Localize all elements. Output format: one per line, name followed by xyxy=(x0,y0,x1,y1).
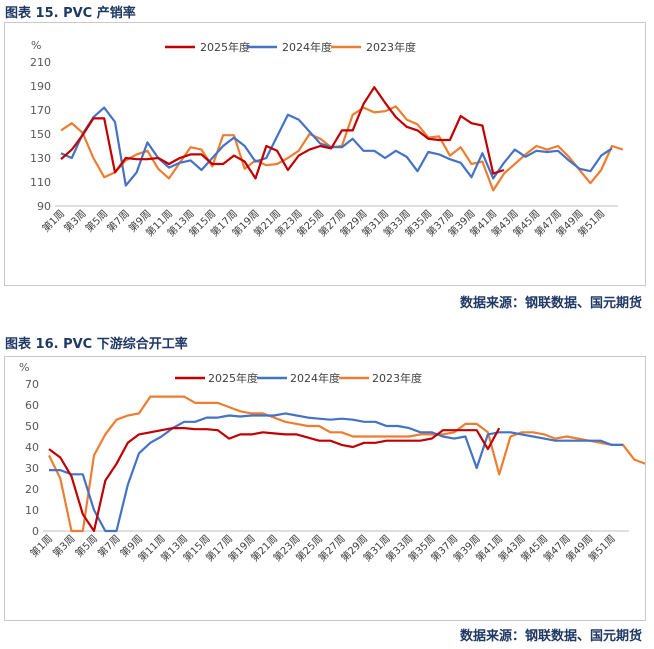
figure-title: 图表 15. PVC 产销率 xyxy=(5,6,136,21)
unit-label: % xyxy=(31,39,41,52)
y-tick-label: 150 xyxy=(30,128,51,141)
y-tick-label: 70 xyxy=(25,378,39,391)
source-note: 数据来源：钢联数据、国元期货 xyxy=(459,629,642,644)
y-tick-label: 30 xyxy=(25,462,39,475)
production-sales-ratio-chart: %90110130150170190210第1周第3周第5周第7周第9周第11周… xyxy=(30,39,624,239)
y-tick-label: 190 xyxy=(30,80,51,93)
y-tick-label: 90 xyxy=(37,200,51,213)
y-tick-label: 130 xyxy=(30,152,51,165)
chart-panel: % 0 10 20 30 40 50 60 70 第1周 第3周 第5周 第7周 第9周 第11周 第13周第… xyxy=(4,356,646,621)
y-tick-label: 20 xyxy=(25,483,39,496)
legend-label: 2023年度 xyxy=(372,371,422,385)
legend-label: 2024年度 xyxy=(282,40,332,54)
series-line xyxy=(48,426,501,533)
x-tick-label: 第5周 xyxy=(82,207,110,235)
series-line xyxy=(60,106,613,187)
legend-label: 2024年度 xyxy=(290,371,340,385)
legend-label: 2023年度 xyxy=(366,40,416,54)
y-tick-label: 170 xyxy=(30,104,51,117)
series-line xyxy=(60,86,505,180)
y-tick-label: 60 xyxy=(25,399,39,412)
chart-panel: % 90 110 130 150 170 190 210 第1周 第3周 第5周 第7周 第9周 第11周… xyxy=(4,22,646,286)
x-tick-label: 第7周 xyxy=(104,207,132,235)
source-note: 数据来源：钢联数据、国元期货 xyxy=(459,296,642,311)
x-tick-label: 第7周 xyxy=(95,532,123,560)
x-tick-label: 第3周 xyxy=(50,532,78,560)
x-tick-label: 第3周 xyxy=(61,207,89,235)
unit-label: % xyxy=(19,361,29,374)
downstream-operating-rate-chart: %010203040506070第1周第3周第5周第7周第9周第11周第13周第… xyxy=(19,361,646,564)
y-tick-label: 110 xyxy=(30,176,51,189)
figure-title: 图表 16. PVC 下游综合开工率 xyxy=(5,337,188,352)
y-tick-label: 10 xyxy=(25,504,39,517)
y-tick-label: 40 xyxy=(25,441,39,454)
y-tick-label: 0 xyxy=(32,525,39,538)
legend-label: 2025年度 xyxy=(200,40,250,54)
x-tick-label: 第5周 xyxy=(72,532,100,560)
series-line xyxy=(48,395,646,533)
y-tick-label: 50 xyxy=(25,420,39,433)
y-tick-label: 210 xyxy=(30,56,51,69)
legend-label: 2025年度 xyxy=(208,371,258,385)
series-line xyxy=(49,412,623,533)
